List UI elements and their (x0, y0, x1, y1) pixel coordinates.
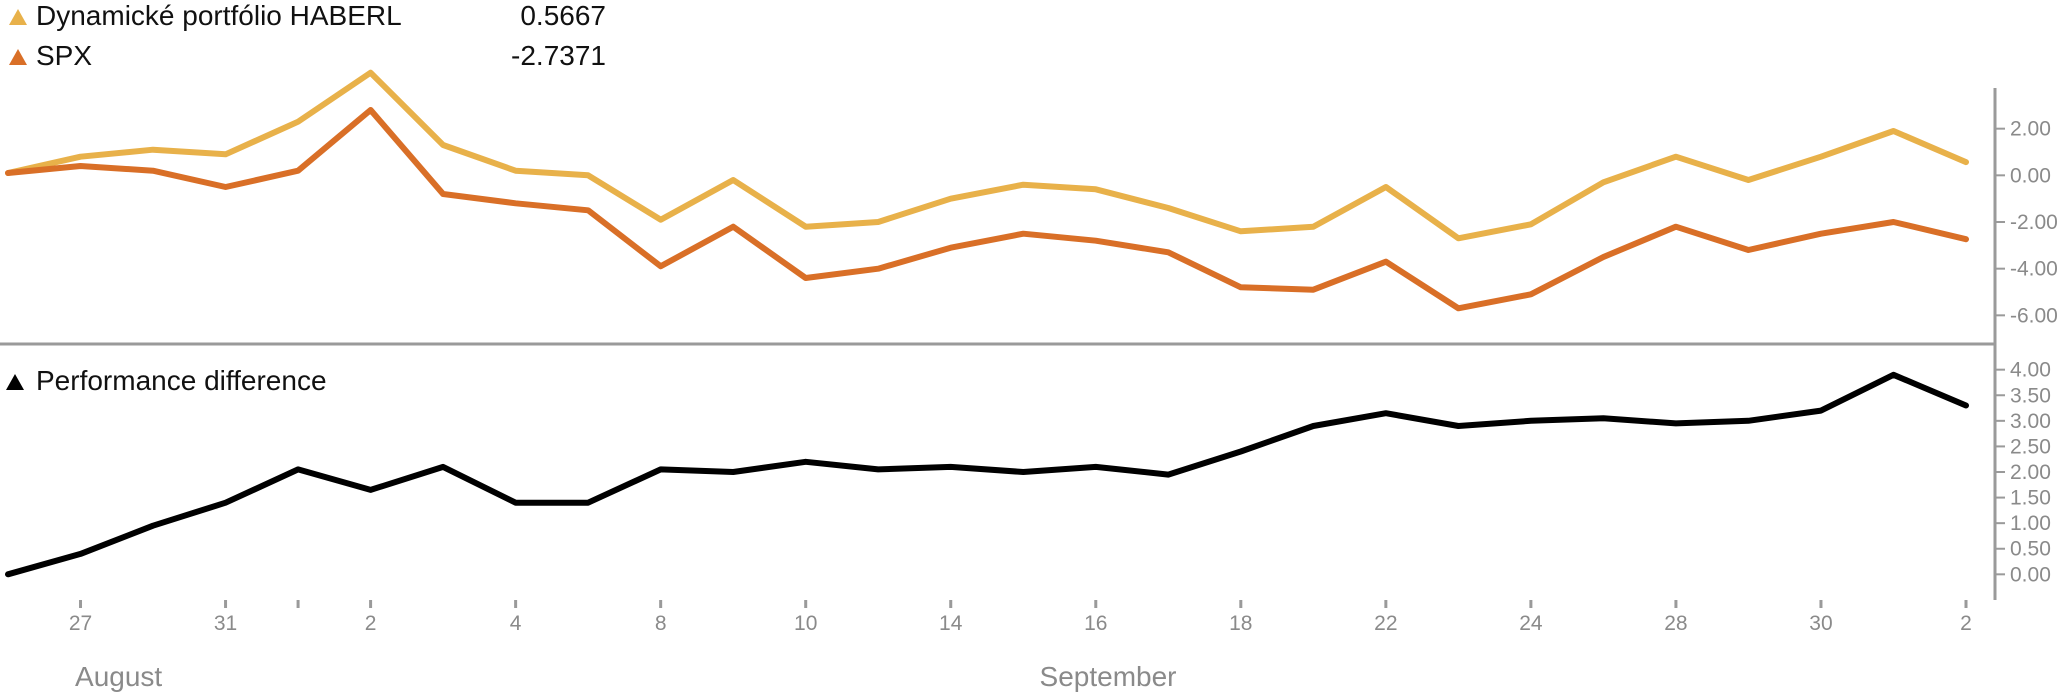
x-tick-label: 4 (510, 612, 522, 635)
y-tick-label: -4.00 (2010, 258, 2058, 281)
y-tick-label: 4.00 (2010, 359, 2051, 382)
y-tick-label: 3.50 (2010, 384, 2051, 407)
series-line-dynamick-portf-lio-haberl (5, 69, 1969, 242)
x-tick-label: 27 (69, 612, 92, 635)
x-tick-label: 2 (365, 612, 377, 635)
legend-label-performance-difference: Performance difference (36, 365, 327, 396)
legend-value-haberl: 0.5667 (520, 0, 606, 31)
x-month-label: August (75, 661, 162, 692)
x-tick-label: 10 (794, 612, 817, 635)
y-tick-label: 0.50 (2010, 538, 2051, 561)
y-tick-label: 0.00 (2010, 563, 2051, 586)
y-tick-label: 2.50 (2010, 435, 2051, 458)
y-tick-label: 1.00 (2010, 512, 2051, 535)
legend-label-spx: SPX (36, 40, 92, 71)
y-tick-label: -6.00 (2010, 304, 2058, 327)
x-month-label: September (1040, 661, 1177, 692)
y-tick-label: 2.00 (2010, 461, 2051, 484)
series-line-spx (5, 107, 1969, 312)
y-tick-label: 1.50 (2010, 487, 2051, 510)
x-tick-label: 30 (1809, 612, 1832, 635)
x-tick-label: 28 (1664, 612, 1687, 635)
y-tick-label: -2.00 (2010, 211, 2058, 234)
y-tick-label: 2.00 (2010, 118, 2051, 141)
x-tick-label: 18 (1229, 612, 1252, 635)
x-tick-label: 2 (1960, 612, 1972, 635)
legend-marker-haberl (9, 9, 27, 25)
y-tick-label: 3.00 (2010, 410, 2051, 433)
legend-marker-performance-difference (6, 374, 24, 390)
x-tick-label: 14 (939, 612, 963, 635)
legend: Dynamické portfólio HABERL 0.5667 SPX -2… (6, 0, 606, 396)
legend-label-haberl: Dynamické portfólio HABERL (36, 0, 402, 31)
x-tick-label: 16 (1084, 612, 1107, 635)
x-tick-label: 8 (655, 612, 667, 635)
legend-value-spx: -2.7371 (511, 40, 606, 71)
x-tick-label: 31 (214, 612, 237, 635)
series-line-performance-difference (5, 371, 1969, 578)
y-tick-label: 0.00 (2010, 164, 2051, 187)
x-tick-label: 24 (1519, 612, 1543, 635)
legend-marker-spx (9, 49, 27, 65)
x-tick-label: 22 (1374, 612, 1397, 635)
